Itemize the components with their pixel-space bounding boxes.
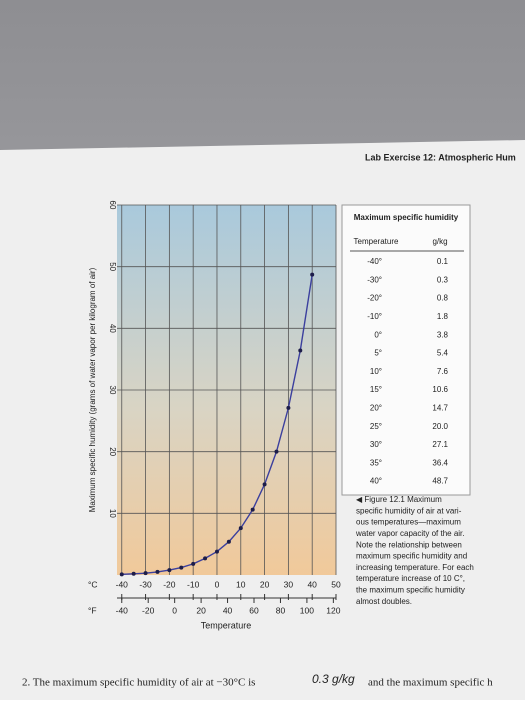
y-tick-label: 60 <box>108 201 117 210</box>
caption-line: increasing temperature. For each <box>356 563 474 572</box>
data-point <box>310 272 315 277</box>
table-cell: 36.4 <box>432 458 448 467</box>
x2-tick-label: -20 <box>142 605 155 615</box>
page-header: Lab Exercise 12: Atmospheric Hum <box>365 152 516 162</box>
table-cell: 20.0 <box>432 422 448 431</box>
table-cell: 5° <box>374 349 382 358</box>
x2-tick-label: 100 <box>300 605 314 615</box>
x-unit: °C <box>88 579 98 589</box>
x2-tick-label: 80 <box>276 605 286 615</box>
table-header: Temperature <box>354 237 399 246</box>
caption-line: almost doubles. <box>356 597 412 606</box>
data-point <box>262 482 267 487</box>
x-tick-label: -40 <box>116 579 129 589</box>
table-box <box>341 204 471 496</box>
x-tick-label: 20 <box>260 579 270 589</box>
table-cell: 3.8 <box>437 330 449 339</box>
x-tick-label: -30 <box>139 579 152 589</box>
table-title: Maximum specific humidity <box>354 213 459 222</box>
x2-tick-label: 0 <box>172 605 177 615</box>
table-cell: 48.7 <box>432 477 448 486</box>
caption-line: maximum specific humidity and <box>356 552 467 561</box>
question-text: and the maximum specific h <box>368 677 493 689</box>
data-point <box>214 549 219 554</box>
y-tick-label: 40 <box>108 324 117 333</box>
table-cell: 0.3 <box>437 275 449 284</box>
data-point <box>238 526 243 531</box>
data-point <box>179 565 184 570</box>
table-cell: -10° <box>367 312 382 321</box>
caption-line: water vapor capacity of the air. <box>355 529 465 538</box>
x2-tick-label: 40 <box>223 605 233 615</box>
caption-line: Note the relationship between <box>356 540 462 549</box>
table-cell: 25° <box>370 422 382 431</box>
table-cell: 20° <box>370 404 382 413</box>
table-cell: 27.1 <box>432 440 448 449</box>
table-cell: 15° <box>370 385 382 394</box>
table-cell: -30° <box>367 275 382 284</box>
x-tick-label: 10 <box>236 579 246 589</box>
caption-line: ◀ Figure 12.1 Maximum <box>356 495 442 504</box>
data-point <box>226 539 231 544</box>
table-cell: 10° <box>370 367 382 376</box>
x2-tick-label: -40 <box>116 605 129 615</box>
data-point <box>155 569 160 574</box>
table-cell: 1.8 <box>437 312 449 321</box>
caption-line: temperature increase of 10 C°, <box>356 574 465 583</box>
table-cell: 10.6 <box>432 385 448 394</box>
caption-line: specific humidity of air at vari- <box>356 506 462 515</box>
x2-tick-label: 60 <box>249 605 259 615</box>
table-cell: -20° <box>367 294 382 303</box>
x-tick-label: 40 <box>307 579 317 589</box>
table-cell: 0° <box>374 330 382 339</box>
data-point <box>191 561 196 566</box>
data-point <box>298 348 303 353</box>
y-axis-label: Maximum specific humidity (grams of wate… <box>88 267 97 512</box>
table-cell: 0.1 <box>437 257 449 266</box>
y-tick-label: 20 <box>108 447 117 456</box>
table-cell: -40° <box>367 257 382 266</box>
caption-line: the maximum specific humidity <box>356 586 465 595</box>
handwritten-answer: 0.3 g/kg <box>312 672 355 686</box>
data-point <box>131 571 136 576</box>
x-tick-label: 50 <box>331 579 341 589</box>
caption-line: ous temperatures—maximum <box>356 518 461 527</box>
table-cell: 14.7 <box>432 404 448 413</box>
y-tick-label: 10 <box>108 509 117 518</box>
table-cell: 0.8 <box>437 294 449 303</box>
x2-tick-label: 20 <box>196 605 206 615</box>
x2-unit: °F <box>88 605 97 615</box>
data-point <box>203 556 208 561</box>
x-tick-label: -20 <box>163 579 176 589</box>
table-header: g/kg <box>432 237 447 246</box>
table-cell: 7.6 <box>437 367 449 376</box>
data-point <box>119 572 124 577</box>
question-text: 2. The maximum specific humidity of air … <box>22 677 255 689</box>
y-tick-label: 30 <box>108 386 117 395</box>
data-point <box>143 571 148 576</box>
table-cell: 40° <box>370 477 382 486</box>
y-tick-label: 50 <box>108 262 117 271</box>
x-axis-label: Temperature <box>201 620 252 630</box>
table-cell: 35° <box>370 458 382 467</box>
data-point <box>274 449 279 454</box>
table-cell: 30° <box>370 440 382 449</box>
x-tick-label: 0 <box>215 579 220 589</box>
table-cell: 5.4 <box>437 349 449 358</box>
x2-tick-label: 120 <box>326 605 340 615</box>
data-point <box>167 568 172 573</box>
x-tick-label: 30 <box>284 579 294 589</box>
x-tick-label: -10 <box>187 579 200 589</box>
data-point <box>286 405 291 410</box>
data-point <box>250 507 255 512</box>
